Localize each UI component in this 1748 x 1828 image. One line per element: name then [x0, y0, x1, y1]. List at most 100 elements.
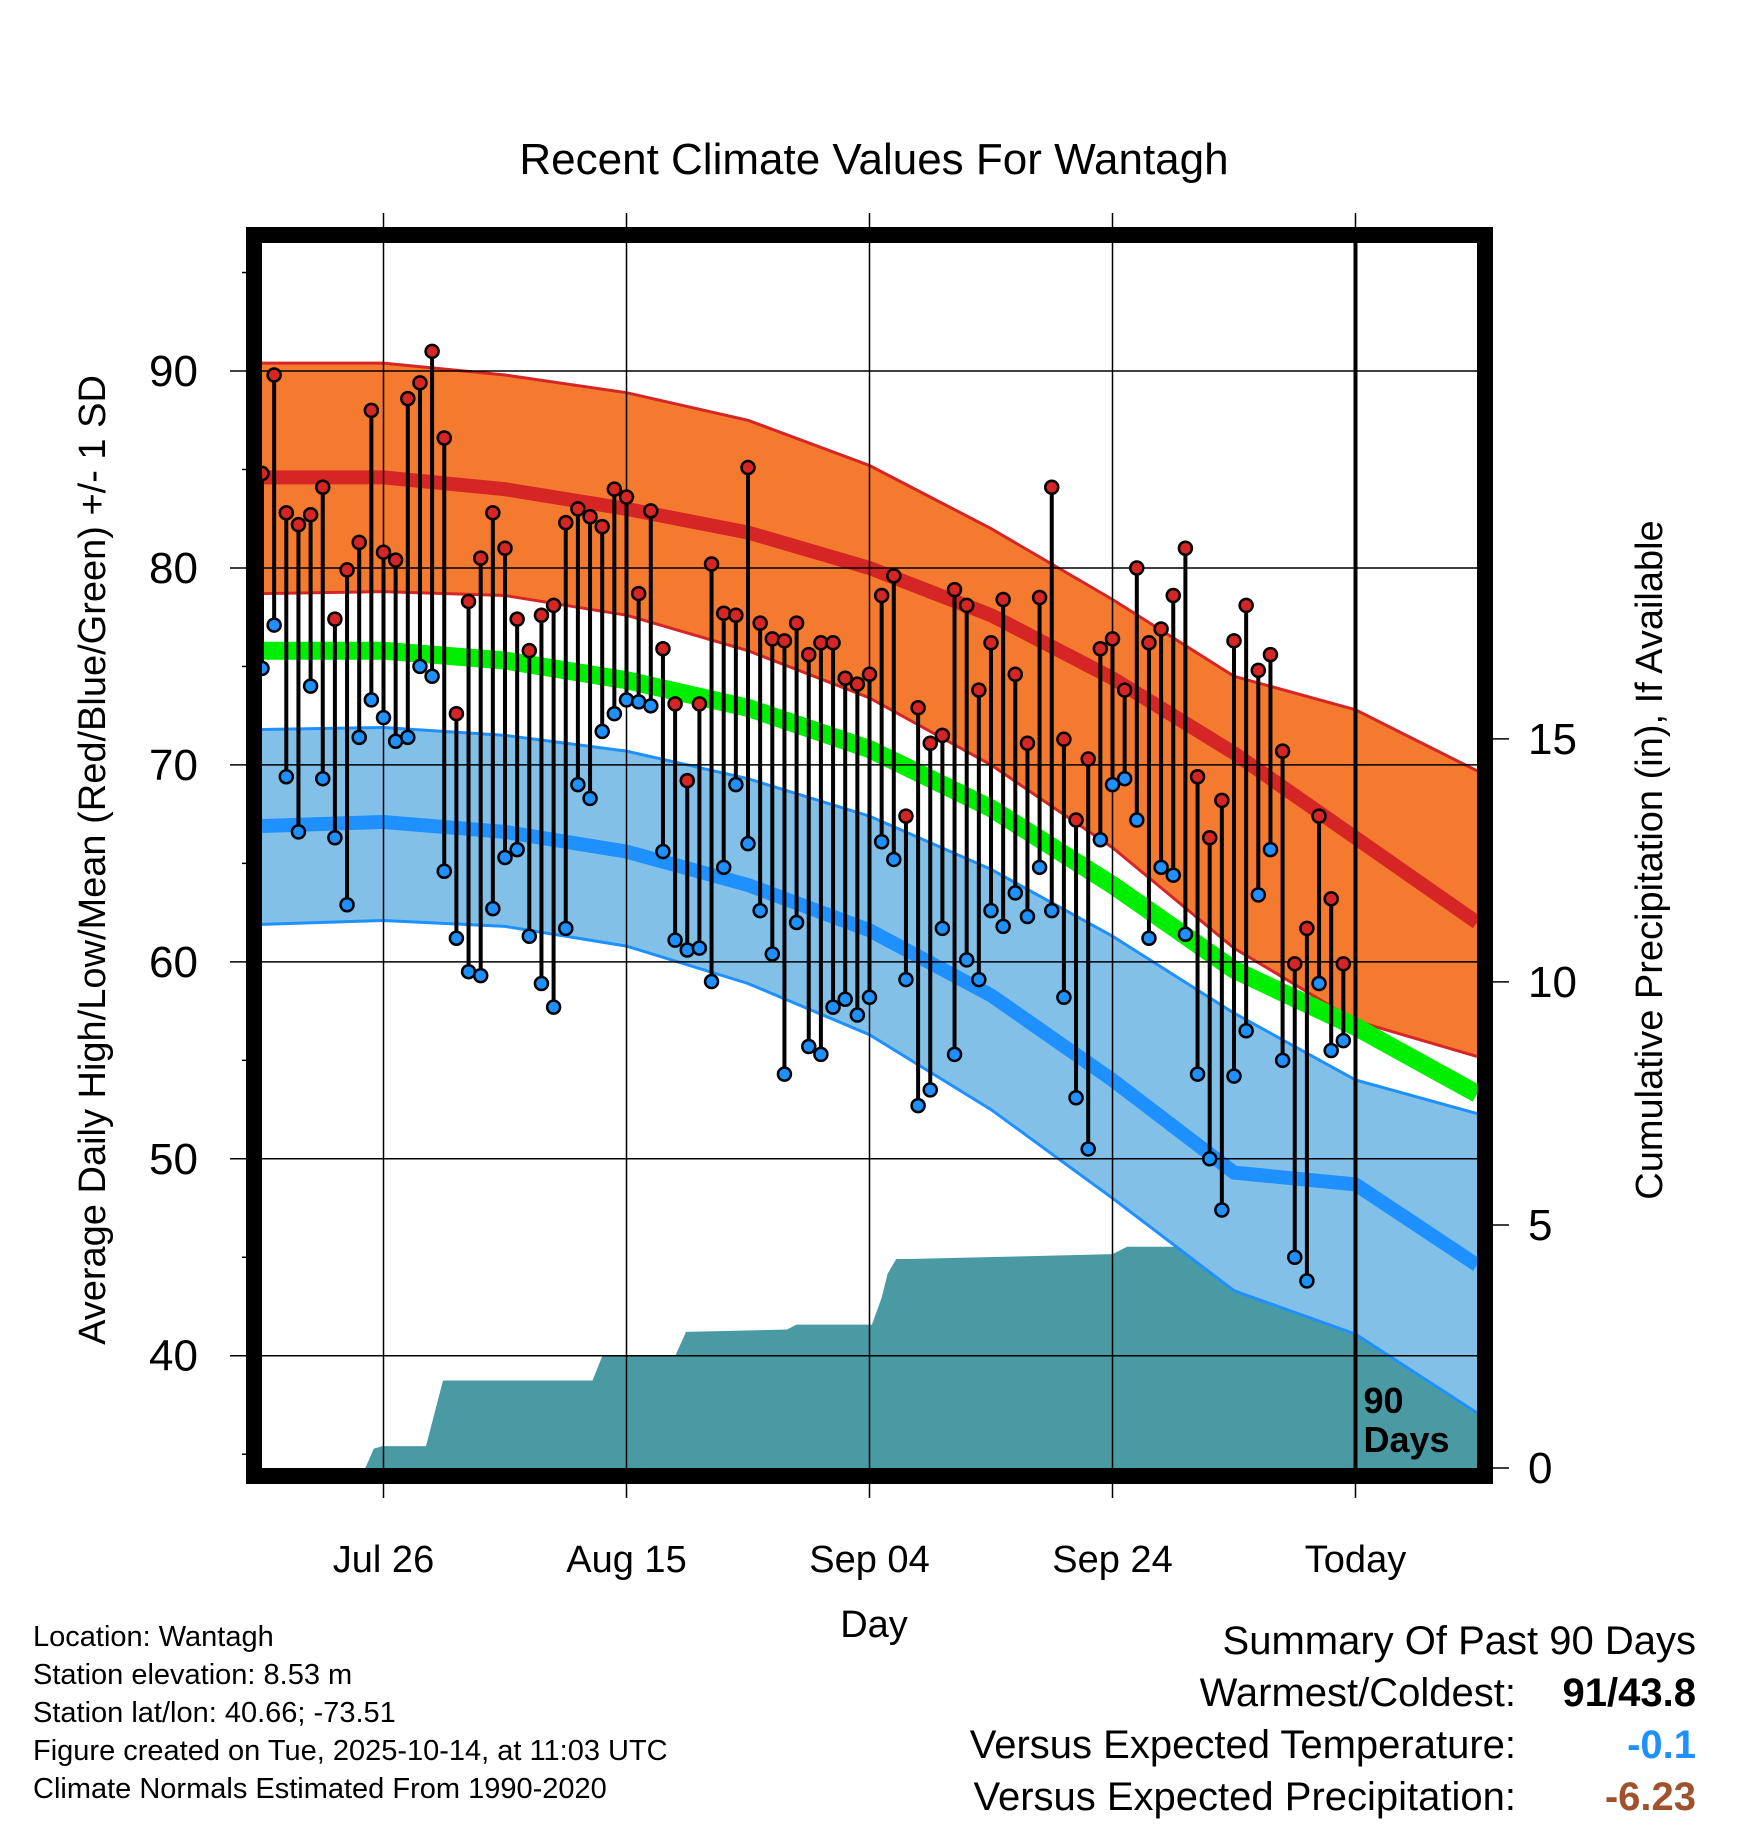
daily-low-point	[509, 841, 525, 858]
daily-high-point	[740, 459, 756, 476]
daily-low-point	[618, 692, 635, 708]
summary-heading: Summary Of Past 90 Days	[1222, 1619, 1696, 1663]
daily-low-point	[1274, 1052, 1291, 1069]
daily-high-point	[509, 611, 525, 627]
daily-low-point	[1044, 902, 1060, 919]
daily-high-point	[262, 465, 270, 482]
daily-high-point	[472, 550, 489, 566]
daily-high-point	[1031, 589, 1048, 606]
daily-low-point	[995, 918, 1011, 935]
daily-high-point	[1153, 621, 1169, 637]
daily-low-point	[594, 723, 610, 740]
daily-low-point	[886, 851, 902, 868]
daily-high-point	[448, 705, 465, 722]
daily-low-point	[521, 928, 538, 944]
daily-low-point	[327, 830, 343, 846]
daily-low-point	[278, 768, 295, 785]
daily-high-point	[934, 727, 951, 744]
daily-low-point	[472, 967, 489, 984]
daily-high-point	[1177, 540, 1194, 557]
daily-high-point	[837, 670, 853, 686]
daily-high-point	[691, 696, 708, 712]
daily-high-point	[582, 509, 598, 525]
daily-high-point	[655, 640, 671, 657]
daily-low-point	[667, 932, 683, 948]
daily-low-point	[339, 896, 355, 913]
daily-high-point	[302, 507, 319, 523]
daily-low-point	[873, 833, 890, 850]
summary-panel: Summary Of Past 90 Days Warmest/Coldest:…	[970, 1615, 1696, 1823]
daily-high-point	[1238, 597, 1254, 614]
warmest-coldest-value: 91/43.8	[1556, 1667, 1696, 1719]
daily-high-point	[825, 635, 841, 651]
daily-high-point	[375, 544, 392, 560]
daily-low-point	[813, 1046, 829, 1063]
daily-high-point	[1250, 662, 1267, 679]
daily-high-point	[1214, 792, 1230, 809]
daily-low-point	[898, 971, 914, 988]
daily-low-point	[825, 999, 841, 1015]
daily-low-point	[302, 678, 319, 694]
daily-high-point	[764, 631, 781, 647]
daily-high-point	[886, 568, 902, 584]
daily-high-point	[570, 501, 586, 517]
elevation-text: Station elevation: 8.53 m	[33, 1659, 353, 1691]
daily-high-point	[1262, 646, 1279, 663]
daily-low-point	[545, 999, 562, 1015]
daily-low-point	[643, 698, 659, 714]
daily-high-point	[290, 516, 307, 533]
daily-low-point	[922, 1082, 938, 1098]
daily-low-point	[1080, 1141, 1096, 1157]
daily-low-point	[448, 930, 465, 946]
precip-anomaly-value: -6.23	[1604, 1775, 1696, 1819]
precip-area	[262, 1171, 1477, 1468]
y-tick-label: 60	[149, 938, 198, 987]
daily-low-point	[1104, 776, 1121, 793]
daily-low-point	[1141, 930, 1157, 946]
daily-high-point	[1056, 731, 1072, 748]
daily-low-point	[485, 900, 501, 917]
daily-low-point	[497, 849, 513, 866]
x-tick-label: Aug 15	[566, 1539, 686, 1581]
daily-high-point	[412, 375, 428, 391]
daily-high-point	[1019, 735, 1036, 751]
daily-low-point	[1238, 1023, 1254, 1039]
daily-low-point	[849, 1007, 866, 1023]
created-text: Figure created on Tue, 2025-10-14, at 11…	[33, 1735, 668, 1767]
daily-high-point	[363, 402, 380, 419]
daily-low-point	[1335, 1032, 1352, 1049]
daily-high-point	[1201, 830, 1218, 846]
daily-high-point	[630, 585, 647, 602]
y2-tick-label: 0	[1528, 1444, 1552, 1493]
daily-low-point	[983, 902, 999, 919]
daily-low-point	[262, 660, 270, 677]
daily-high-point	[643, 503, 659, 519]
daily-high-point	[971, 682, 987, 698]
y2-tick-label: 10	[1528, 958, 1577, 1007]
daily-low-point	[558, 920, 574, 937]
x-tick-label: Sep 24	[1052, 1539, 1172, 1581]
daily-high-point	[278, 505, 295, 521]
daily-high-point	[460, 593, 477, 610]
y2-tick-label: 5	[1528, 1201, 1552, 1250]
x-axis-label: Day	[840, 1604, 908, 1646]
daily-high-point	[667, 696, 683, 712]
daily-low-point	[1323, 1042, 1339, 1059]
daily-high-point	[801, 646, 817, 663]
today-days-word: Days	[1364, 1419, 1450, 1460]
y-tick-label: 50	[149, 1135, 198, 1184]
daily-low-point	[1068, 1089, 1084, 1106]
daily-low-point	[1007, 885, 1024, 901]
daily-low-point	[703, 973, 720, 990]
daily-high-point	[1092, 640, 1109, 657]
temp-anomaly-value: -0.1	[1627, 1723, 1696, 1767]
daily-high-point	[387, 552, 404, 568]
precip-anomaly-label: Versus Expected Precipitation:	[973, 1775, 1516, 1819]
daily-low-point	[582, 790, 598, 807]
daily-low-point	[1214, 1202, 1230, 1218]
daily-low-point	[290, 824, 307, 840]
daily-high-point	[1044, 479, 1060, 495]
daily-low-point	[400, 729, 416, 746]
latlon-text: Station lat/lon: 40.66; -73.51	[33, 1697, 396, 1729]
daily-low-point	[1262, 841, 1279, 858]
